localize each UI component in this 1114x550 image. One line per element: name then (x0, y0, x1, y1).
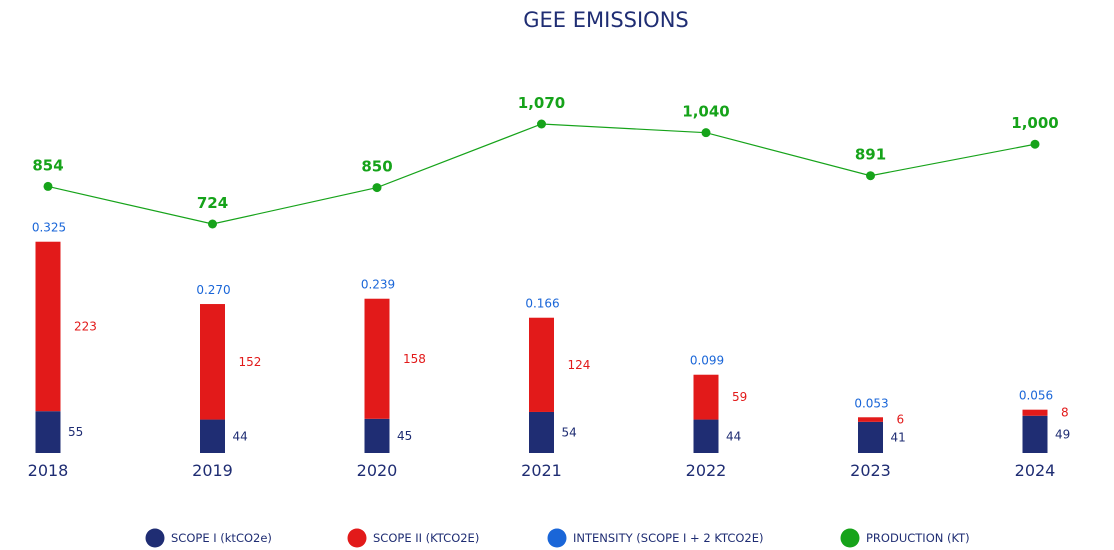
scope2-value-label: 8 (1061, 406, 1069, 420)
intensity-value-label: 0.099 (690, 354, 724, 368)
bar-scope1-2020 (364, 418, 390, 453)
x-tick-label: 2021 (521, 461, 562, 480)
production-point-2024 (1030, 139, 1040, 149)
intensity-value-label: 0.166 (525, 297, 559, 311)
x-tick-label: 2024 (1015, 461, 1056, 480)
scope2-value-label: 158 (403, 352, 426, 366)
legend: SCOPE I (ktCO2e) SCOPE II (KTCO2E) INTENSI… (145, 528, 970, 548)
bar-scope2-2021 (529, 317, 554, 412)
legend-label: PRODUCTION (KT) (866, 531, 970, 545)
scope2-value-label: 152 (239, 355, 262, 369)
production-point-2020 (372, 183, 382, 193)
production-value-label: 891 (855, 146, 886, 164)
intensity-value-label: 0.056 (1019, 389, 1053, 403)
bar-layer (35, 241, 1048, 453)
label-layer: 55 223 0.325 2018 44 152 0.270 2019 45 158 0.239 20… (28, 94, 1071, 480)
scope2-value-label: 223 (74, 319, 97, 333)
scope1-value-label: 49 (1055, 427, 1070, 441)
production-point-2023 (866, 171, 875, 181)
intensity-value-label: 0.325 (32, 221, 66, 235)
x-tick-label: 2020 (357, 461, 398, 480)
scope2-value-label: 124 (568, 358, 591, 372)
production-value-label: 850 (361, 158, 392, 176)
production-point-2022 (701, 128, 711, 138)
bar-scope2-2024 (1022, 409, 1048, 416)
bar-scope1-2021 (529, 411, 554, 453)
production-point-2019 (208, 219, 217, 229)
production-value-label: 1,040 (682, 103, 729, 121)
bar-scope1-2023 (858, 421, 883, 453)
legend-marker-1 (145, 528, 165, 548)
x-tick-label: 2018 (28, 461, 69, 480)
production-value-label: 1,000 (1011, 114, 1058, 132)
bar-scope2-2022 (693, 374, 719, 420)
legend-label: SCOPE I (ktCO2e) (171, 531, 272, 545)
scope1-value-label: 41 (891, 430, 906, 444)
scope2-value-label: 6 (897, 413, 905, 427)
bar-scope2-2019 (200, 304, 225, 420)
scope1-value-label: 44 (726, 429, 741, 443)
bar-scope2-2023 (858, 417, 883, 422)
scope1-value-label: 45 (397, 429, 412, 443)
intensity-value-label: 0.270 (196, 283, 230, 297)
production-value-label: 1,070 (518, 94, 565, 112)
bar-scope2-2020 (364, 298, 390, 419)
scope2-value-label: 59 (732, 390, 747, 404)
x-tick-label: 2019 (192, 461, 233, 480)
bar-scope1-2022 (693, 419, 719, 453)
bar-scope1-2019 (200, 419, 225, 453)
production-point-2018 (43, 181, 53, 191)
legend-marker-4 (840, 528, 860, 548)
bar-scope1-2024 (1022, 415, 1048, 453)
chart-title: GEE EMISSIONS (523, 8, 689, 32)
x-tick-label: 2023 (850, 461, 891, 480)
production-value-label: 724 (197, 194, 228, 212)
intensity-value-label: 0.053 (854, 396, 888, 410)
scope1-value-label: 55 (68, 425, 83, 439)
production-value-label: 854 (32, 156, 63, 174)
legend-marker-2 (347, 528, 367, 548)
production-point-2021 (537, 119, 546, 129)
bar-scope2-2018 (35, 241, 61, 412)
legend-label: SCOPE II (KTCO2E) (373, 531, 479, 545)
production-line-layer (43, 119, 1040, 229)
legend-marker-3 (547, 528, 567, 548)
legend-label: INTENSITY (SCOPE I + 2 KTCO2E) (573, 531, 763, 545)
scope1-value-label: 54 (562, 425, 577, 439)
bar-scope1-2018 (35, 411, 61, 453)
x-tick-label: 2022 (686, 461, 727, 480)
intensity-value-label: 0.239 (361, 278, 395, 292)
scope1-value-label: 44 (233, 429, 248, 443)
